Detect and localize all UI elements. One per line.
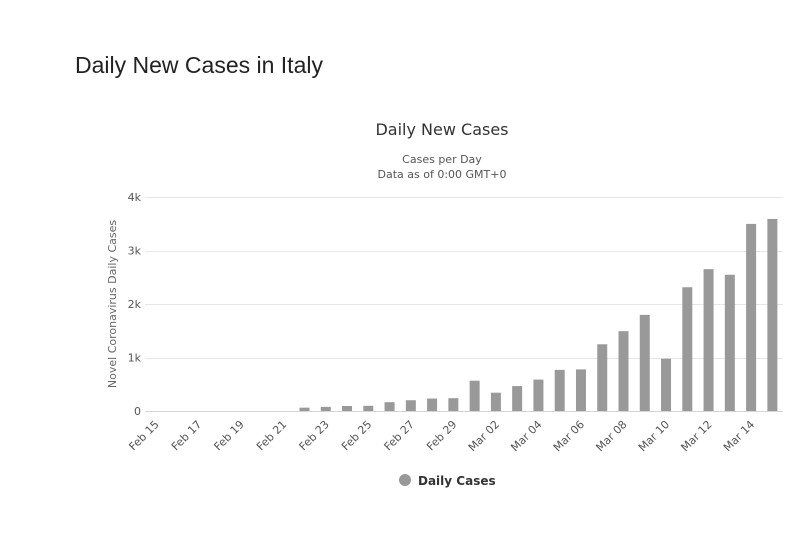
bar[interactable] xyxy=(512,386,523,411)
bar[interactable] xyxy=(533,379,544,411)
x-tick-label: Feb 23 xyxy=(297,418,332,453)
y-tick-label: 3k xyxy=(128,245,142,258)
x-tick-label: Feb 21 xyxy=(254,418,289,453)
bar[interactable] xyxy=(363,405,374,411)
legend-marker xyxy=(399,474,411,486)
x-tick-label: Mar 06 xyxy=(551,418,587,454)
x-tick-label: Feb 29 xyxy=(424,418,459,453)
bar[interactable] xyxy=(597,344,608,411)
x-tick-label: Feb 15 xyxy=(126,418,161,453)
bar[interactable] xyxy=(448,398,459,411)
y-tick-label: 1k xyxy=(128,352,142,365)
bar[interactable] xyxy=(469,380,480,411)
bar[interactable] xyxy=(661,358,672,411)
chart-subtitle-line-2: Data as of 0:00 GMT+0 xyxy=(378,168,507,181)
bar[interactable] xyxy=(724,274,735,411)
page-heading: Daily New Cases in Italy xyxy=(75,52,323,78)
bar[interactable] xyxy=(746,223,757,411)
bar[interactable] xyxy=(490,392,501,411)
chart-subtitle-line-1: Cases per Day xyxy=(402,153,482,166)
legend-label: Daily Cases xyxy=(418,474,496,488)
y-axis-label: Novel Coronavirus Daily Cases xyxy=(106,220,119,388)
x-tick-label: Mar 02 xyxy=(466,418,502,454)
bar[interactable] xyxy=(405,400,416,411)
chart-title: Daily New Cases xyxy=(375,120,508,139)
x-tick-label: Feb 25 xyxy=(339,418,374,453)
bar[interactable] xyxy=(320,406,331,411)
bar[interactable] xyxy=(575,369,586,411)
legend[interactable]: Daily Cases xyxy=(399,474,496,488)
bar[interactable] xyxy=(299,407,310,411)
bar[interactable] xyxy=(682,287,693,411)
bar[interactable] xyxy=(618,331,629,411)
bar[interactable] xyxy=(384,402,395,411)
x-tick-label: Mar 10 xyxy=(636,418,672,454)
x-tick-label: Feb 19 xyxy=(211,418,246,453)
y-tick-label: 2k xyxy=(128,298,142,311)
bar[interactable] xyxy=(767,218,778,411)
bar[interactable] xyxy=(703,269,714,411)
x-tick-label: Feb 27 xyxy=(382,418,417,453)
y-tick-label: 0 xyxy=(134,405,141,418)
x-tick-label: Mar 12 xyxy=(678,418,714,454)
y-tick-label: 4k xyxy=(128,191,142,204)
bar[interactable] xyxy=(342,406,353,411)
bar[interactable] xyxy=(427,398,438,411)
bar[interactable] xyxy=(554,369,565,411)
x-tick-label: Mar 04 xyxy=(508,418,544,454)
x-tick-label: Feb 17 xyxy=(169,418,204,453)
x-tick-label: Mar 08 xyxy=(593,418,629,454)
bar[interactable] xyxy=(639,314,650,411)
x-tick-label: Mar 14 xyxy=(721,418,757,454)
